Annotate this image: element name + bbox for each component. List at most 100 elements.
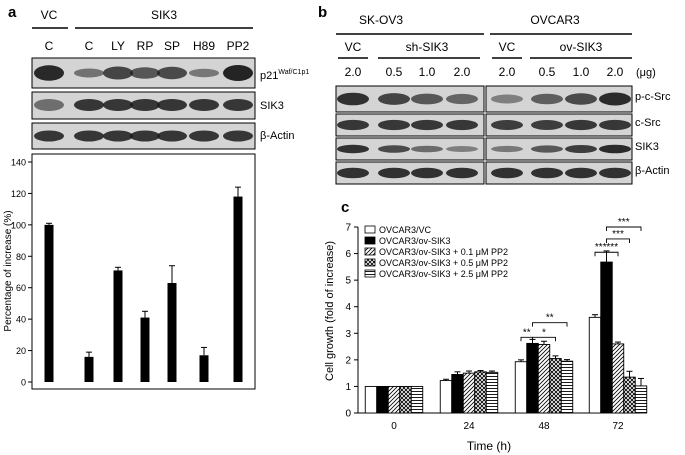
blots-b: [335, 85, 633, 185]
bar: [634, 385, 648, 414]
dose-label: 0.5: [539, 65, 556, 79]
blot-label-actin: β-Actin: [260, 130, 294, 142]
blot-band: [189, 130, 219, 142]
blot-band: [411, 119, 443, 131]
bar: [84, 356, 94, 382]
chart-a-frame: [31, 153, 256, 390]
blot-band: [34, 130, 64, 142]
dose-label: 2.0: [345, 65, 362, 79]
significance-bracket: [532, 322, 568, 327]
chart-c-ylabel: Cell growth (fold of increase): [324, 241, 336, 381]
blot-band: [411, 145, 443, 153]
bar: [399, 385, 412, 414]
blot-label-sik3: SIK3: [260, 100, 284, 112]
lane-label: C: [85, 39, 94, 53]
cell-line-skov3: SK-OV3: [359, 13, 403, 27]
y-tick-label: 7: [345, 223, 351, 234]
bar: [376, 385, 389, 414]
blot-band: [223, 65, 253, 81]
blot-actin-bands: [34, 130, 253, 142]
blot-band: [337, 167, 369, 179]
significance-bracket: [606, 238, 630, 243]
significance-label: **: [546, 313, 554, 324]
dose-label: 0.5: [386, 65, 403, 79]
lane-labels: C C LY RP SP H89 PP2: [45, 39, 250, 53]
chart-a: 0 20 40 60 80 100 120 140: [11, 158, 243, 388]
dose-label: 1.0: [419, 65, 436, 79]
legend-label: OVCAR3/ov-SIK3 + 2.5 μM PP2: [379, 269, 508, 279]
y-tick-label: 40: [16, 315, 26, 325]
y-tick-label: 0: [21, 378, 26, 388]
group-label-sik3: SIK3: [151, 8, 177, 22]
bar: [410, 385, 424, 414]
blot-band: [446, 119, 478, 131]
blot-band: [189, 99, 219, 111]
x-tick-label: 24: [463, 421, 475, 432]
y-tick-label: 0: [345, 409, 351, 420]
significance-label: *: [542, 327, 546, 338]
blot-label-c-src: c-Src: [635, 117, 661, 129]
legend-swatch: [364, 258, 376, 267]
legend-swatch: [364, 225, 376, 234]
blot-band: [103, 66, 133, 80]
lane-label: PP2: [227, 39, 250, 53]
bar: [611, 343, 625, 414]
blot-band: [491, 120, 523, 130]
blot-band: [74, 130, 104, 142]
bar: [439, 380, 453, 414]
legend-label: OVCAR3/VC: [379, 225, 432, 235]
blot-band: [565, 119, 597, 131]
group-sh-sik3: sh-SIK3: [406, 40, 449, 54]
panel-a: a VC SIK3 C C LY RP SP H89 PP2 p21Waf/C1p1 SIK…: [3, 4, 309, 390]
bar: [588, 316, 602, 414]
blot-band: [446, 93, 478, 105]
group-vc-2: VC: [499, 40, 516, 54]
blot-band: [599, 92, 631, 106]
legend-label: OVCAR3/ov-SIK3: [379, 236, 451, 246]
legend-swatch: [364, 236, 376, 245]
blot-band: [531, 120, 563, 130]
bar: [485, 371, 499, 414]
y-tick-label: 6: [345, 249, 351, 260]
blot-band: [446, 146, 478, 152]
bar: [623, 376, 636, 414]
blot-band: [491, 94, 523, 104]
blot-band: [74, 99, 104, 111]
blot-label-p21: p21Waf/C1p1: [260, 69, 309, 82]
dose-label: 2.0: [607, 65, 624, 79]
bar: [549, 358, 562, 414]
y-tick-label: 20: [16, 346, 26, 356]
blot-label-actin-b: β-Actin: [635, 165, 669, 177]
blot-band: [74, 68, 104, 78]
lane-label: SP: [164, 39, 180, 53]
panel-b-letter: b: [318, 4, 327, 21]
y-tick-label: 60: [16, 283, 26, 293]
lane-label: LY: [111, 39, 125, 53]
significance-label: ***: [618, 217, 630, 228]
bar: [600, 261, 613, 414]
group-vc-1: VC: [345, 40, 362, 54]
y-tick-label: 3: [345, 329, 351, 340]
dose-unit: (μg): [636, 67, 656, 79]
blot-band: [491, 167, 523, 179]
blot-band: [157, 66, 187, 80]
bar: [364, 385, 378, 414]
bar: [387, 385, 401, 414]
bar: [462, 372, 476, 414]
group-label-vc: VC: [41, 8, 58, 22]
bar: [514, 361, 528, 414]
blot-band: [378, 145, 410, 153]
blot-band: [565, 167, 597, 179]
bar: [44, 224, 54, 382]
blot-band: [130, 99, 160, 111]
y-tick-label: 120: [11, 189, 26, 199]
y-tick-label: 5: [345, 276, 351, 287]
blot-band: [531, 167, 563, 179]
bar: [140, 317, 150, 382]
significance-label: ***: [612, 229, 624, 240]
blot-band: [378, 167, 410, 179]
legend-swatch: [364, 269, 376, 278]
bar: [560, 360, 574, 414]
y-tick-label: 140: [11, 158, 26, 168]
